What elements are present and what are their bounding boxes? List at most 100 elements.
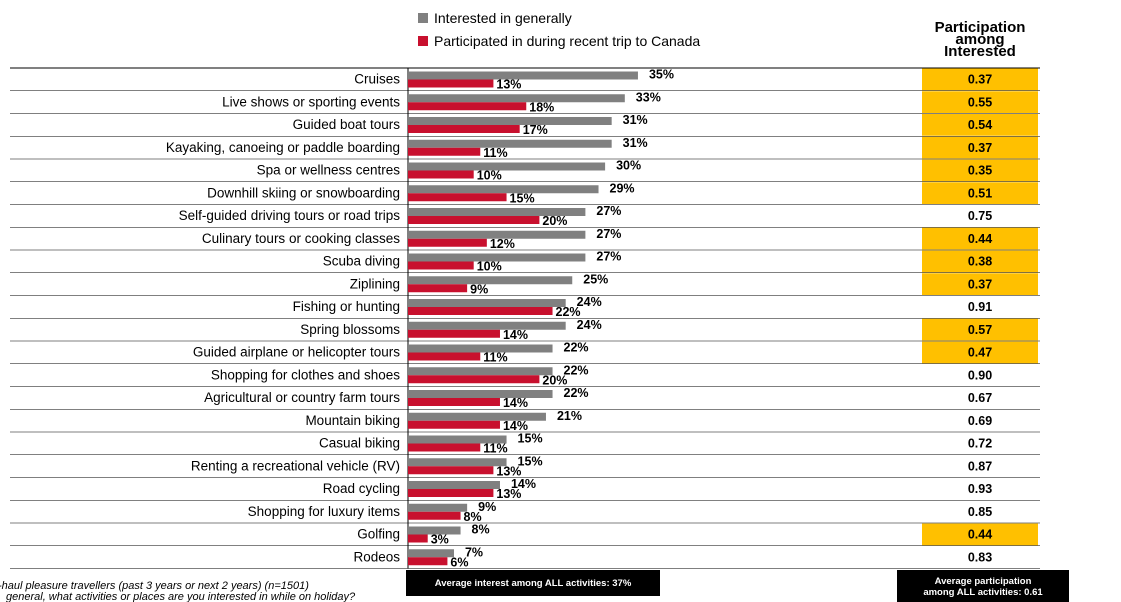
value-label-participated: 20% <box>542 214 567 228</box>
participation-ratio: 0.93 <box>968 482 992 496</box>
bar-participated <box>408 216 540 224</box>
value-label-interested: 22% <box>564 341 589 355</box>
category-label: Spring blossoms <box>300 322 400 337</box>
value-label-participated: 10% <box>477 169 502 183</box>
value-label-participated: 11% <box>483 351 507 365</box>
bar-participated <box>408 443 481 452</box>
value-label-interested: 22% <box>564 386 589 400</box>
participation-cell-highlight <box>922 250 1038 273</box>
participation-ratio: 0.35 <box>968 164 992 178</box>
bar-interested <box>408 139 612 148</box>
bar-participated <box>408 375 540 384</box>
category-label: Rodeos <box>353 549 400 564</box>
participation-ratio: 0.90 <box>968 368 992 382</box>
category-label: Shopping for luxury items <box>248 504 401 519</box>
category-label: Kayaking, canoeing or paddle boarding <box>166 140 400 155</box>
value-label-participated: 15% <box>510 191 535 205</box>
category-label: Renting a recreational vehicle (RV) <box>191 458 400 473</box>
value-label-interested: 15% <box>518 454 543 468</box>
value-label-interested: 30% <box>616 159 641 173</box>
participation-cell-highlight <box>922 136 1038 159</box>
participation-ratio: 0.67 <box>968 391 992 405</box>
value-label-interested: 25% <box>583 272 608 286</box>
participation-ratio: 0.75 <box>968 209 992 223</box>
value-label-interested: 15% <box>518 432 543 446</box>
bar-interested <box>408 276 573 285</box>
participation-title-line-1: Participation <box>935 19 1026 36</box>
participation-ratio: 0.87 <box>968 459 992 473</box>
bar-interested <box>408 344 553 353</box>
value-label-interested: 31% <box>623 113 648 127</box>
participation-cell-highlight <box>922 227 1038 250</box>
participation-cell-highlight <box>922 523 1038 546</box>
category-label: Scuba diving <box>323 254 400 269</box>
bar-interested <box>408 208 586 216</box>
legend-swatch-1 <box>418 13 428 23</box>
participation-ratio: 0.83 <box>968 550 992 564</box>
category-label: Casual biking <box>319 436 400 451</box>
bar-interested <box>408 230 586 239</box>
bar-participated <box>408 398 500 406</box>
value-label-participated: 17% <box>523 123 548 137</box>
category-label: Ziplining <box>350 276 400 291</box>
participation-ratio: 0.37 <box>968 141 992 155</box>
footnote-line-2: general, what activities or places are y… <box>6 591 356 602</box>
category-label: Fishing or hunting <box>293 299 400 314</box>
participation-cell-highlight <box>922 273 1038 295</box>
participation-ratio: 0.69 <box>968 414 992 428</box>
bar-participated <box>408 534 428 543</box>
category-label: Downhill skiing or snowboarding <box>207 185 400 200</box>
participation-ratio: 0.44 <box>968 528 992 542</box>
value-label-interested: 29% <box>610 181 635 195</box>
category-label: Guided boat tours <box>293 117 401 132</box>
bar-interested <box>408 299 566 307</box>
value-label-interested: 24% <box>577 318 602 332</box>
value-label-interested: 14% <box>511 477 536 491</box>
participation-cell-highlight <box>922 182 1038 204</box>
category-label: Guided airplane or helicopter tours <box>193 345 400 360</box>
value-label-participated: 13% <box>496 78 521 92</box>
bar-participated <box>408 284 468 293</box>
bar-participated <box>408 420 500 429</box>
value-label-participated: 8% <box>464 510 482 524</box>
bar-interested <box>408 94 625 103</box>
average-participation-label-line-1: Average participation <box>935 576 1032 587</box>
value-label-participated: 13% <box>496 464 521 478</box>
value-label-interested: 9% <box>478 500 496 514</box>
bar-interested <box>408 185 599 194</box>
value-label-interested: 27% <box>596 204 621 218</box>
bar-participated <box>408 489 494 497</box>
bar-interested <box>408 412 546 421</box>
value-label-interested: 31% <box>623 136 648 150</box>
participation-ratio: 0.57 <box>968 323 992 337</box>
average-participation-label-line-2: among ALL activities: 0.61 <box>923 587 1043 598</box>
participation-ratio: 0.37 <box>968 73 992 87</box>
value-label-participated: 11% <box>483 146 507 160</box>
participation-cell-highlight <box>922 91 1038 113</box>
value-label-interested: 21% <box>557 409 582 423</box>
bar-interested <box>408 458 507 467</box>
value-label-interested: 27% <box>596 250 621 264</box>
value-label-participated: 14% <box>503 328 528 342</box>
category-label: Culinary tours or cooking classes <box>202 231 400 246</box>
bar-participated <box>408 307 553 315</box>
average-participation-box <box>897 570 1069 602</box>
value-label-participated: 20% <box>542 373 567 387</box>
bar-participated <box>408 79 494 88</box>
value-label-interested: 7% <box>465 545 483 559</box>
value-label-participated: 18% <box>529 100 554 114</box>
bar-participated <box>408 170 474 179</box>
bar-interested <box>408 71 638 80</box>
bar-participated <box>408 511 461 520</box>
bar-interested <box>408 117 612 125</box>
value-label-participated: 10% <box>477 260 502 274</box>
bar-interested <box>408 503 468 512</box>
bar-participated <box>408 102 527 111</box>
bar-interested <box>408 526 461 535</box>
participation-cell-highlight <box>922 341 1038 364</box>
bar-interested <box>408 435 507 444</box>
value-label-interested: 35% <box>649 68 674 82</box>
category-label: Mountain biking <box>305 413 400 428</box>
participation-cell-highlight <box>922 159 1038 182</box>
